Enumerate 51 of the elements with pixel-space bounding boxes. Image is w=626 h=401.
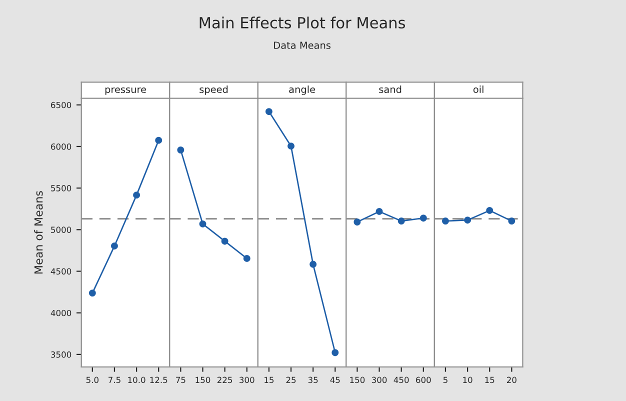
x-tick-label: 45	[330, 376, 340, 384]
y-tick-label: 5500	[51, 185, 72, 192]
point	[398, 218, 405, 224]
x-tick-label: 300	[372, 376, 387, 384]
x-tick-label: 300	[240, 376, 254, 384]
point	[199, 220, 206, 228]
y-tick-label: 6500	[51, 102, 72, 108]
x-tick-label: 10	[463, 376, 472, 384]
point	[310, 260, 317, 268]
point	[177, 146, 184, 154]
y-tick-label: 3500	[51, 351, 72, 358]
chart-title: pressure	[105, 87, 146, 95]
x-tick-label: 35	[308, 376, 318, 384]
x-tick-label: 15	[264, 376, 274, 384]
point	[88, 290, 96, 297]
y-tick-label: 4500	[50, 268, 72, 275]
chart-title: angle	[289, 86, 316, 95]
y-tick-label: 4000	[50, 310, 72, 316]
point	[265, 108, 272, 116]
point	[111, 242, 118, 250]
point	[221, 238, 228, 245]
text: Main Effects Plot for Means	[200, 16, 406, 28]
point	[420, 214, 427, 222]
y-tick-label: 6000	[51, 143, 72, 150]
x-tick-label: 15	[485, 376, 494, 384]
x-tick-label: 12.5	[150, 376, 168, 384]
point	[133, 192, 140, 199]
y-axis-title: Mean of Means	[34, 191, 43, 274]
point	[376, 208, 383, 215]
point	[354, 218, 361, 226]
y-tick-label: 5000	[51, 226, 72, 233]
x-tick-label: 7.5	[108, 376, 120, 384]
chart-title: speed	[200, 86, 228, 95]
chart-title: oil	[473, 86, 484, 94]
x-tick-label: 20	[506, 376, 516, 384]
x-tick-label: 225	[217, 376, 232, 384]
x-tick-label: 75	[176, 376, 186, 384]
point	[332, 349, 339, 356]
x-tick-label: 5.0	[86, 376, 98, 384]
x-tick-label: 600	[416, 376, 431, 384]
x-tick-label: 5	[443, 376, 448, 384]
point	[288, 142, 294, 150]
x-tick-label: 25	[286, 376, 296, 384]
x-tick-label: 150	[196, 376, 210, 384]
point	[243, 254, 250, 262]
x-tick-label: 150	[350, 376, 365, 384]
text: Data Means	[274, 42, 330, 49]
x-tick-label: 450	[394, 376, 409, 384]
chart-title: sand	[379, 86, 402, 94]
point	[155, 136, 162, 144]
x-tick-label: 10.0	[128, 376, 146, 384]
